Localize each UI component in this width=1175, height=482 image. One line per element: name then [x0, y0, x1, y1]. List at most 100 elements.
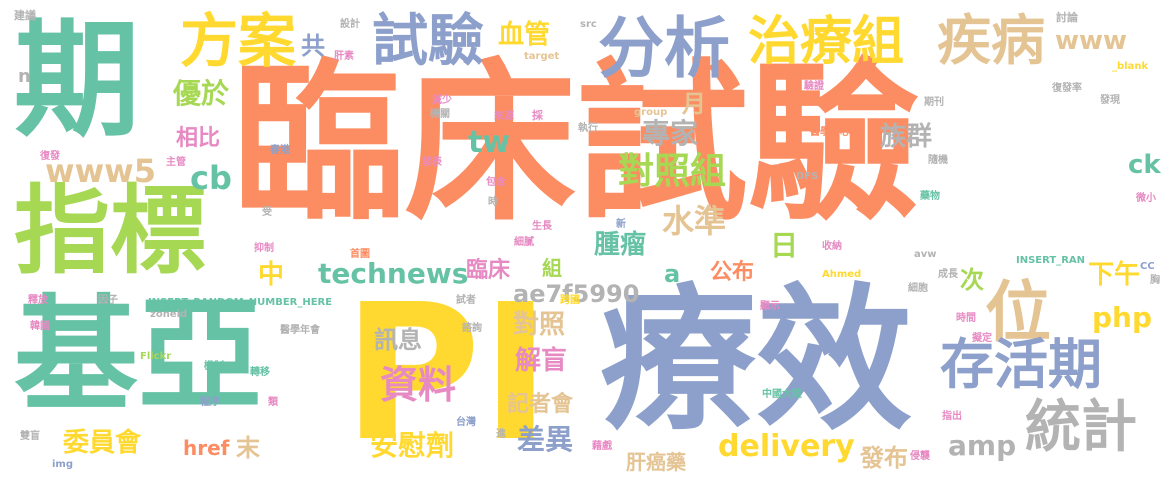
word-cloud-word: 諮詢: [462, 323, 482, 334]
word-cloud-word: ae7f5990: [513, 280, 640, 308]
word-cloud-word: 顯示: [760, 301, 780, 312]
word-cloud-word: 轉移: [250, 367, 270, 378]
word-cloud-word: 肝素: [334, 51, 354, 62]
word-cloud-word: DFS: [796, 171, 819, 182]
word-cloud-word: 新: [616, 219, 626, 230]
word-cloud-word: 資料: [380, 363, 457, 407]
word-cloud-word: 程序: [200, 397, 220, 408]
word-cloud-word: 台灣: [456, 417, 476, 428]
word-cloud-word: 存活期: [940, 333, 1102, 396]
word-cloud-word: INSERT_RANDOM_NUMBER_HERE: [148, 297, 333, 308]
word-cloud-word: img: [52, 459, 74, 470]
word-cloud-word: 類: [268, 397, 278, 408]
word-cloud-word: 收納: [822, 241, 842, 252]
word-cloud-word: 討論: [1056, 11, 1078, 24]
word-cloud-word: 組: [542, 256, 562, 280]
word-cloud-word: 方案: [180, 7, 297, 75]
word-cloud-word: 復發率: [1052, 83, 1082, 94]
word-cloud-word: 侵襲: [910, 451, 930, 462]
word-cloud-word: technews: [318, 257, 469, 290]
word-cloud-word: _blank: [1112, 61, 1149, 72]
word-cloud-word: 時: [488, 197, 498, 208]
word-cloud-word: 醫學中心: [810, 127, 850, 138]
word-cloud-word: 因子: [98, 295, 118, 306]
word-cloud-word: www5: [45, 152, 156, 190]
word-cloud-word: 來源: [494, 111, 514, 122]
word-cloud-word: 臨床: [466, 258, 511, 283]
word-cloud-word: 差異: [517, 423, 574, 456]
word-cloud-word: 位: [985, 274, 1051, 351]
word-cloud-word: 藥物: [920, 191, 940, 202]
word-cloud-word: 腫瘤: [594, 230, 647, 260]
word-cloud-word: 機制: [204, 361, 224, 372]
word-cloud-word: Ahmed: [822, 269, 862, 280]
word-cloud-word: 細胞: [908, 283, 928, 294]
word-cloud-word: 日: [770, 229, 799, 262]
word-cloud-word: 疾病: [937, 9, 1045, 72]
word-cloud-word: 減少: [432, 95, 452, 106]
word-cloud-word: Flickr: [140, 351, 172, 362]
word-cloud-word: 記者會: [507, 392, 574, 417]
word-cloud-word: 指標: [14, 175, 206, 287]
word-cloud-word: 首圖: [350, 249, 370, 260]
word-cloud-word: 細膩: [514, 237, 534, 248]
word-cloud-word: 專家: [642, 117, 699, 150]
word-cloud-word: avw: [914, 249, 937, 260]
word-cloud-word: 期刊: [924, 97, 944, 108]
word-cloud-word: 訊息: [374, 326, 422, 354]
word-cloud-word: CC: [1140, 261, 1155, 272]
word-cloud-word: 釋放: [28, 295, 48, 306]
word-cloud-word: 委員會: [63, 428, 142, 458]
word-cloud-word: 血管: [498, 20, 551, 50]
word-cloud-word: 生長: [532, 221, 552, 232]
word-cloud-word: 治療組: [748, 12, 905, 72]
word-cloud-word: 隨機: [928, 155, 948, 166]
word-cloud-word: 藉戲: [592, 441, 612, 452]
word-cloud-word: 族群: [880, 122, 933, 152]
word-cloud-word: 執行: [578, 123, 598, 134]
word-cloud-word: INSERT_RAN: [1016, 255, 1086, 266]
word-cloud-word: 胸: [1150, 275, 1160, 286]
word-cloud-word: 水準: [662, 202, 727, 240]
word-cloud-word: 發表: [422, 157, 442, 168]
word-cloud-word: 分析: [598, 10, 730, 87]
word-cloud-word: 發現: [1100, 95, 1120, 106]
word-cloud-word: 機關: [430, 109, 450, 120]
word-cloud-word: www: [1055, 26, 1128, 56]
word-cloud-word: href: [183, 436, 230, 460]
word-cloud-word: 統計: [1025, 395, 1137, 460]
word-cloud-word: delivery: [718, 429, 855, 464]
word-cloud-word: 試者: [456, 295, 476, 306]
word-cloud-word: 共: [301, 32, 325, 60]
word-cloud-word: 建議: [14, 9, 36, 22]
word-cloud-word: 復發: [40, 151, 60, 162]
word-cloud-word: 優於: [173, 77, 230, 110]
word-cloud-word: php: [1092, 301, 1153, 334]
word-cloud-word: 相比: [176, 126, 221, 151]
word-cloud-word: 發布: [860, 444, 908, 472]
word-cloud-word: 次: [960, 266, 984, 294]
word-cloud-word: 擬定: [972, 333, 992, 344]
word-cloud-word: 受: [262, 207, 272, 218]
word-cloud-word: 成長: [938, 269, 958, 280]
word-cloud-word: amp: [948, 429, 1017, 462]
word-cloud-word: cb: [190, 159, 232, 197]
word-cloud-word: zoneid: [150, 309, 188, 320]
word-cloud-word: 療效: [600, 269, 912, 451]
word-cloud-word: 基亞: [14, 284, 263, 428]
word-cloud-word: 月: [682, 90, 706, 118]
word-cloud-word: 中: [258, 260, 285, 290]
word-cloud-word: 抑制: [254, 243, 274, 254]
word-cloud-word: 下午: [1088, 260, 1141, 290]
word-cloud-word: group: [634, 107, 668, 118]
word-cloud-word: 韓國: [30, 321, 50, 332]
word-cloud-word: 解盲: [515, 346, 568, 376]
word-cloud-word: 臨床試驗: [232, 43, 920, 244]
word-cloud-word: 對照: [513, 310, 566, 340]
word-cloud-word: src: [580, 19, 597, 30]
word-cloud-word: 對照組: [618, 151, 727, 192]
word-cloud-word: n: [18, 66, 31, 87]
word-cloud-word: 肝癌藥: [626, 450, 686, 474]
word-cloud-word: 末: [236, 434, 260, 462]
